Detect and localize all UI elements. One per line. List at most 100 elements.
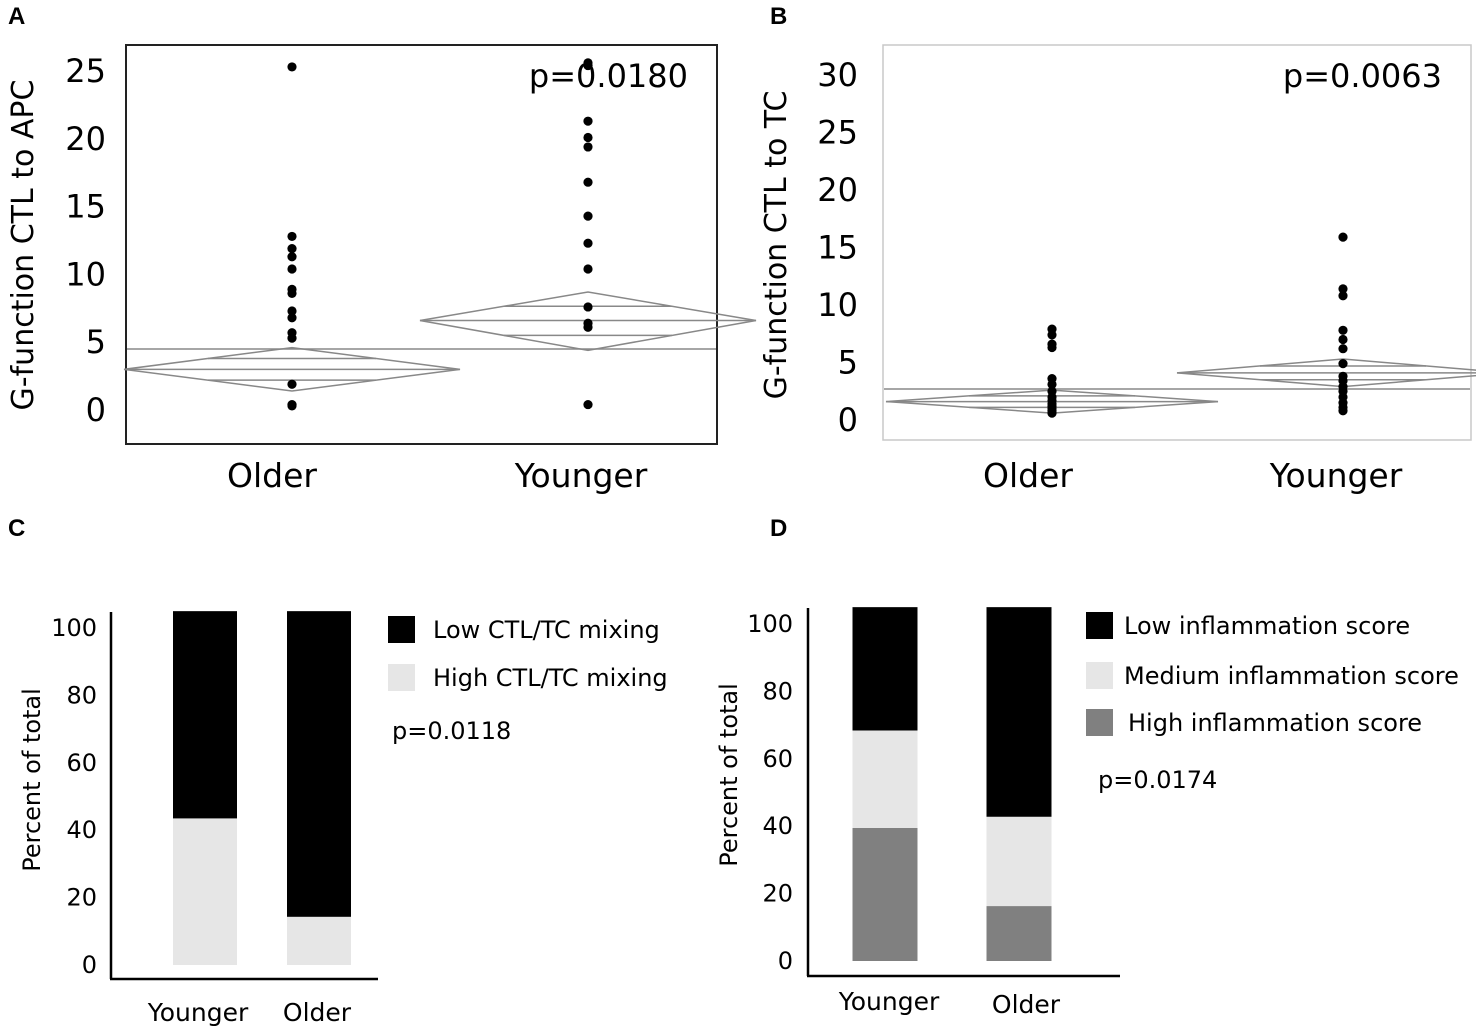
y-tick-label: 0	[838, 401, 858, 439]
y-tick-label: 15	[65, 188, 106, 226]
legend-swatch-d-high	[1086, 709, 1113, 736]
data-point-younger	[583, 302, 593, 312]
y-tick-label: 25	[65, 52, 106, 90]
data-point-older	[1047, 330, 1057, 340]
data-point-younger	[1338, 232, 1348, 242]
legend-swatch-d-medium	[1086, 662, 1113, 689]
panel-letter-a: A	[8, 3, 25, 30]
p-value-b: p=0.0063	[1283, 57, 1442, 95]
category-label-c-younger: Younger	[147, 998, 249, 1027]
plot-frame-b	[882, 44, 1472, 441]
bars-d	[852, 607, 1052, 961]
y-axis-label-b: G-function CTL to TC	[759, 91, 794, 400]
data-point-younger	[583, 132, 593, 143]
data-point-younger	[1338, 344, 1348, 354]
data-point-older	[1047, 408, 1057, 418]
bar-segment-older-low-inflammation-score	[986, 607, 1052, 817]
data-point-younger	[1338, 291, 1348, 301]
panel-letter-c: C	[8, 515, 25, 542]
category-label-b-older: Older	[983, 456, 1073, 495]
category-label-a-younger: Younger	[514, 456, 648, 495]
panel-a: A G-function CTL to APC 0 5 10 15 20 25 p=0.0…	[6, 3, 757, 495]
data-point-younger	[583, 177, 593, 187]
data-point-older	[1047, 379, 1057, 389]
y-ticks-c: 0 20 40 60 80 100	[51, 614, 97, 979]
y-tick-label: 15	[817, 229, 858, 267]
y-tick-label: 20	[762, 880, 793, 908]
data-point-younger	[1338, 325, 1348, 335]
data-point-younger	[583, 60, 593, 71]
y-tick-label: 5	[86, 323, 106, 361]
y-tick-label: 40	[762, 812, 793, 840]
y-axis-label-c: Percent of total	[18, 688, 46, 872]
bar-segment-older-medium-inflammation-score	[986, 816, 1052, 907]
legend-label-d-medium: Medium inflammation score	[1124, 662, 1459, 690]
points-a	[287, 58, 593, 411]
category-label-c-older: Older	[283, 998, 352, 1027]
data-point-older	[287, 401, 297, 411]
y-ticks-b: 0 5 10 15 20 25 30	[817, 56, 858, 439]
data-point-younger	[1338, 284, 1348, 294]
y-tick-label: 100	[51, 614, 97, 642]
legend-swatch-c-high	[388, 664, 415, 691]
legend-label-c-high: High CTL/TC mixing	[433, 664, 668, 692]
p-value-a: p=0.0180	[529, 57, 688, 95]
y-tick-label: 10	[817, 286, 858, 324]
y-tick-label: 80	[66, 681, 97, 709]
data-point-older	[287, 306, 297, 316]
y-axis-label-a: G-function CTL to APC	[6, 80, 41, 411]
bar-segment-younger-high-ctl-tc-mixing	[173, 818, 237, 965]
y-ticks-d: 0 20 40 60 80 100	[747, 610, 793, 975]
mean-diamond-younger	[1176, 358, 1476, 388]
legend-c: Low CTL/TC mixing High CTL/TC mixing	[388, 616, 668, 692]
data-point-older	[287, 62, 297, 72]
y-tick-label: 20	[65, 120, 106, 158]
data-point-older	[287, 231, 297, 242]
data-point-younger	[583, 116, 593, 126]
data-point-older	[287, 244, 297, 254]
y-tick-label: 40	[66, 816, 97, 844]
y-ticks-a: 0 5 10 15 20 25	[65, 52, 106, 429]
y-axis-label-d: Percent of total	[715, 683, 743, 867]
legend-swatch-d-low	[1086, 612, 1113, 639]
y-tick-label: 30	[817, 56, 858, 94]
category-label-d-younger: Younger	[838, 987, 940, 1016]
points-b	[1047, 232, 1348, 418]
data-point-older	[1047, 342, 1057, 353]
legend-d: Low inflammation score Medium inflammati…	[1086, 612, 1459, 737]
bar-segment-younger-medium-inflammation-score	[852, 730, 918, 828]
data-point-younger	[1338, 334, 1348, 345]
marks-a	[123, 291, 757, 392]
data-point-younger	[583, 322, 593, 332]
data-point-younger	[583, 238, 593, 248]
y-tick-label: 20	[817, 171, 858, 209]
category-label-b-younger: Younger	[1269, 456, 1403, 495]
data-point-younger	[583, 264, 593, 274]
legend-label-c-low: Low CTL/TC mixing	[433, 616, 660, 644]
panel-letter-d: D	[770, 515, 787, 542]
bar-segment-younger-low-inflammation-score	[852, 607, 918, 731]
data-point-younger	[1338, 406, 1348, 416]
data-point-younger	[583, 399, 593, 410]
bar-segment-younger-high-inflammation-score	[852, 827, 918, 961]
data-point-older	[287, 264, 297, 274]
bars-c	[173, 611, 351, 965]
data-point-younger	[583, 142, 593, 152]
y-tick-label: 0	[82, 951, 97, 979]
legend-swatch-c-low	[388, 616, 415, 643]
y-tick-label: 100	[747, 610, 793, 638]
data-point-older	[287, 379, 297, 389]
plot-frame-a	[125, 44, 718, 445]
bar-segment-older-high-ctl-tc-mixing	[287, 916, 351, 965]
bar-segment-younger-low-ctl-tc-mixing	[173, 611, 237, 819]
y-tick-label: 60	[762, 745, 793, 773]
data-point-older	[287, 288, 297, 298]
y-tick-label: 20	[66, 884, 97, 912]
panel-letter-b: B	[770, 3, 787, 30]
category-label-a-older: Older	[227, 456, 317, 495]
y-tick-label: 5	[838, 344, 858, 382]
y-tick-label: 80	[762, 677, 793, 705]
p-value-d: p=0.0174	[1098, 766, 1217, 794]
